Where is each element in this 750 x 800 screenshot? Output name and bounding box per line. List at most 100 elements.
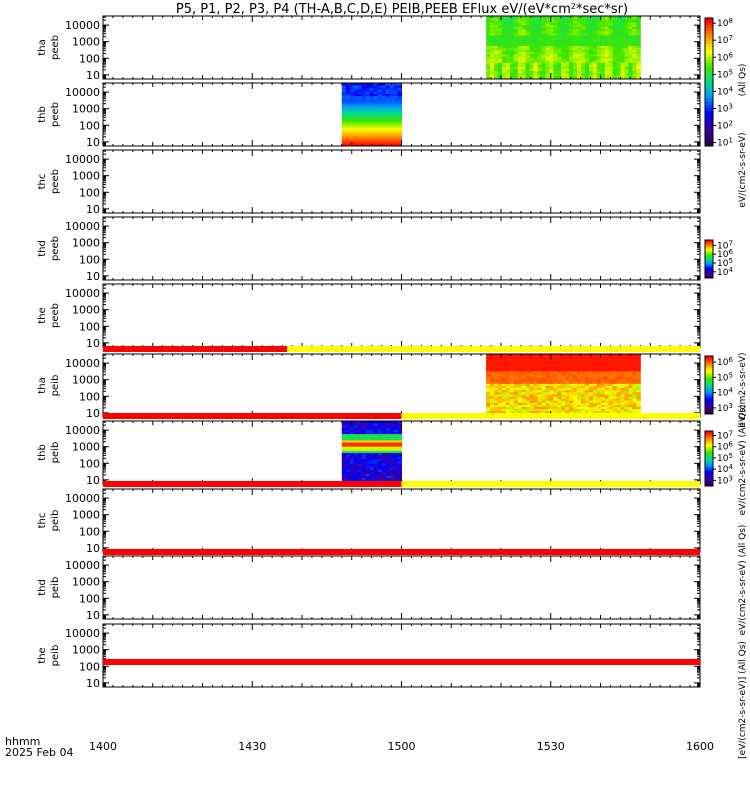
spectrogram-cell <box>377 114 383 118</box>
spectrogram-cell <box>505 18 511 21</box>
spectrogram-cell <box>486 20 491 23</box>
spectrogram-cell <box>357 122 363 126</box>
spectrogram-cell <box>353 112 359 115</box>
spectrogram-cell <box>580 372 586 376</box>
spectrogram-cell <box>561 58 566 61</box>
spectrogram-cell <box>373 439 379 443</box>
spectrogram-cell <box>490 49 495 53</box>
spectrogram-cell <box>624 391 629 395</box>
spectrogram-cell <box>557 74 562 78</box>
spectrogram-cell <box>549 375 554 378</box>
spectrogram-cell <box>533 34 538 38</box>
spectrogram-cell <box>389 85 395 88</box>
spectrogram-cell <box>565 393 570 397</box>
spectrogram-cell <box>553 66 558 69</box>
spectrogram-cell <box>397 87 402 90</box>
spectrogram-cell <box>501 366 507 370</box>
spectrogram-cell <box>493 41 499 44</box>
spectrogram-cell <box>397 93 402 97</box>
spectrogram-cell <box>636 408 641 412</box>
spectrogram-cell <box>490 34 495 38</box>
spectrogram-cell <box>486 402 491 405</box>
spectrogram-cell <box>493 402 499 405</box>
spectrogram-cell <box>616 402 622 405</box>
spectrogram-cell <box>612 364 618 368</box>
spectrogram-cell <box>361 137 367 141</box>
spectrogram-cell <box>533 64 538 67</box>
spectrogram-cell <box>357 135 363 139</box>
spectrogram-cell <box>541 406 546 410</box>
spectrogram-cell <box>569 410 574 414</box>
spectrogram-cell <box>486 45 491 48</box>
spectrogram-cell <box>513 41 519 44</box>
spectrogram-cell <box>620 51 625 55</box>
spectrogram-cell <box>349 433 355 437</box>
spectrogram-cell <box>373 421 379 424</box>
spectrogram-cell <box>580 45 586 48</box>
spectrogram-cell <box>616 26 622 30</box>
spectrogram-cell <box>569 51 574 55</box>
spectrogram-cell <box>569 74 574 78</box>
spectrogram-cell <box>521 360 527 363</box>
spectrogram-cell <box>624 358 629 361</box>
spectrogram-cell <box>486 58 491 61</box>
spectrogram-cell <box>369 452 375 456</box>
spectrogram-cell <box>580 354 586 357</box>
spectrogram-cell <box>521 375 527 378</box>
spectrogram-cell <box>533 37 538 40</box>
spectrogram-cell <box>389 442 395 445</box>
spectrogram-cell <box>628 379 633 382</box>
spectrogram-cell <box>565 32 570 36</box>
spectrogram-cell <box>561 377 566 380</box>
spectrogram-cell <box>592 381 598 384</box>
spectrogram-cell <box>557 37 562 40</box>
spectrogram-cell <box>596 53 602 57</box>
spectrogram-cell <box>497 58 503 61</box>
spectrogram-cell <box>345 446 351 449</box>
spectrogram-cell <box>565 45 570 48</box>
spectrogram-cell <box>486 55 491 59</box>
spectrogram-cell <box>549 68 554 72</box>
spectrogram-cell <box>541 62 546 65</box>
spectrogram-cell <box>529 32 535 36</box>
spectrogram-cell <box>628 393 633 397</box>
spectrogram-cell <box>517 372 523 376</box>
spectrogram-cell <box>373 83 379 86</box>
spectrogram-cell <box>549 410 554 414</box>
spectrogram-cell <box>600 410 606 414</box>
spectrogram-cell <box>604 30 610 34</box>
spectrogram-cell <box>541 24 546 27</box>
spectrogram-cell <box>377 97 383 101</box>
spectrogram-cell <box>369 454 375 458</box>
spectrogram-cell <box>632 58 637 61</box>
spectrogram-cell <box>493 375 499 378</box>
spectrogram-cell <box>369 114 375 118</box>
spectrogram-cell <box>592 39 598 42</box>
spectrogram-cell <box>592 410 598 414</box>
spectrogram-cell <box>561 47 566 51</box>
spectrogram-cell <box>509 356 515 359</box>
spectrogram-cell <box>553 387 558 391</box>
spectrogram-cell <box>604 400 610 403</box>
spectrogram-cell <box>612 370 618 374</box>
spectrogram-cell <box>561 34 566 38</box>
spectrogram-cell <box>549 391 554 395</box>
spectrogram-cell <box>341 141 347 145</box>
spectrogram-cell <box>517 389 523 393</box>
spectrogram-cell <box>580 383 586 386</box>
spectrogram-cell <box>545 381 550 384</box>
spectrogram-cell <box>545 16 550 19</box>
spectrogram-cell <box>573 28 578 32</box>
spectrogram-cell <box>577 43 582 46</box>
spectrogram-cell <box>361 458 367 462</box>
spectrogram-cell <box>620 26 625 30</box>
spectrogram-cell <box>553 354 558 357</box>
spectrogram-cell <box>397 83 402 86</box>
spectrogram-cell <box>349 104 355 107</box>
spectrogram-cell <box>493 356 499 359</box>
y-tick-label: 10 <box>86 407 100 420</box>
spectrogram-cell <box>592 43 598 46</box>
spectrogram-cell <box>361 421 367 424</box>
spectrogram-cell <box>490 366 495 370</box>
spectrogram-cell <box>545 74 550 78</box>
